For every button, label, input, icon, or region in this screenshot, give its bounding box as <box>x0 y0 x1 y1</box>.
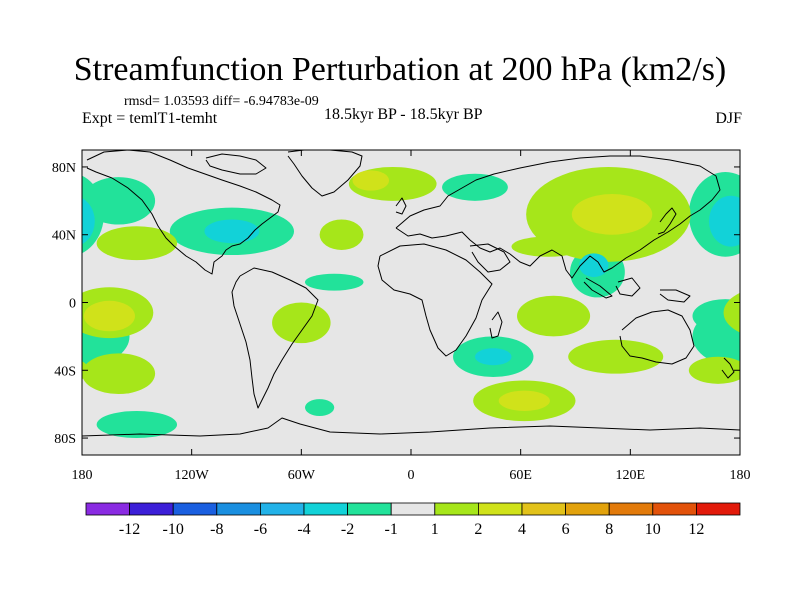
anomaly-patch-13 <box>304 273 364 291</box>
coastline-north-america <box>86 150 281 275</box>
colorbar-swatch-7 <box>390 502 436 516</box>
season-label: DJF <box>715 110 742 127</box>
x-tick-label-3: 0 <box>408 468 415 483</box>
colorbar-swatch-11 <box>565 502 610 516</box>
coastline-arabia <box>469 243 511 273</box>
colorbar-swatch-3 <box>216 502 261 516</box>
anomaly-patch-2 <box>442 173 508 201</box>
anomaly-patch-22 <box>474 348 512 366</box>
colorbar-swatch-8 <box>434 502 479 516</box>
experiment-label: Expt = temlT1-temht <box>82 110 218 127</box>
chart-title: Streamfunction Perturbation at 200 hPa (… <box>73 51 727 88</box>
anomaly-patch-18 <box>83 300 136 332</box>
coastline-borneo <box>615 277 641 297</box>
x-tick-label-1: 120W <box>175 468 210 483</box>
colorbar-swatch-10 <box>521 502 566 516</box>
colorbar-label-7: 1 <box>431 521 439 538</box>
anomaly-patch-27 <box>96 410 178 439</box>
colorbar-label-3: -6 <box>254 521 267 538</box>
colorbar-swatch-6 <box>347 502 392 516</box>
colorbar-label-5: -2 <box>341 521 354 538</box>
colorbar-label-2: -8 <box>210 521 223 538</box>
colorbar-label-8: 2 <box>474 521 482 538</box>
y-tick-label-3: 40S <box>54 364 76 379</box>
coastline-uk <box>395 197 407 215</box>
anomaly-layer <box>82 166 800 439</box>
y-tick-label-2: 0 <box>69 297 76 312</box>
coastline-greenland <box>287 150 363 197</box>
x-tick-label-6: 180 <box>730 468 751 483</box>
y-tick-label-4: 80S <box>54 432 76 447</box>
colorbar-swatch-2 <box>172 502 218 516</box>
coastline-new-zealand <box>721 357 735 379</box>
colorbar-swatch-14 <box>696 502 741 516</box>
colorbar-label-1: -10 <box>163 521 184 538</box>
x-tick-label-2: 60W <box>288 468 316 483</box>
coastline-arctic-islands <box>205 153 267 175</box>
colorbar-label-11: 8 <box>605 521 613 538</box>
anomaly-patch-12 <box>319 219 364 250</box>
anomaly-patch-28 <box>304 399 335 417</box>
anomaly-patch-7 <box>82 198 95 245</box>
colorbar-swatch-4 <box>259 502 305 516</box>
coastline-south-america <box>231 267 319 409</box>
anomaly-patch-24 <box>82 353 156 394</box>
colorbar-label-4: -4 <box>297 521 310 538</box>
coastline-layer <box>82 150 740 437</box>
coastline-eurasia <box>395 155 721 279</box>
x-tick-label-4: 60E <box>509 468 532 483</box>
anomaly-patch-7 <box>708 195 740 247</box>
coastline-madagascar <box>489 311 503 339</box>
anomaly-patch-16 <box>517 295 591 337</box>
colorbar: -12 -10 -8 -6 -4 -2 -1 1 2 4 6 8 10 12 <box>85 502 741 538</box>
anomaly-patch-24 <box>740 353 800 394</box>
anomaly-patch-11 <box>204 219 260 244</box>
anomaly-patch-9 <box>96 226 178 261</box>
x-tick-label-5: 120E <box>616 468 646 483</box>
y-tick-label-0: 80N <box>52 161 76 176</box>
axis-ticks: 180 120W 60W 0 60E 120E 180 80N 40N 0 40S 80S <box>52 150 751 483</box>
anomaly-patch-1 <box>352 170 390 191</box>
colorbar-swatch-9 <box>477 502 523 516</box>
colorbar-swatch-0 <box>85 502 130 516</box>
stats-label: rmsd= 1.03593 diff= -6.94783e-09 <box>124 94 319 109</box>
colorbar-label-6: -1 <box>385 521 398 538</box>
colorbar-label-0: -12 <box>119 521 140 538</box>
colorbar-label-12: 10 <box>645 521 661 538</box>
coastline-new-guinea <box>659 289 691 303</box>
x-tick-label-0: 180 <box>72 468 93 483</box>
anomaly-patch-8 <box>82 177 156 225</box>
coastline-africa <box>377 243 493 357</box>
colorbar-label-9: 4 <box>518 521 526 538</box>
coastline-antarctica <box>82 417 740 437</box>
anomaly-patch-15 <box>579 253 609 278</box>
period-label: 18.5kyr BP - 18.5kyr BP <box>324 106 483 123</box>
coastline-japan <box>657 207 677 235</box>
colorbar-swatch-13 <box>652 502 697 516</box>
anomaly-patch-23 <box>568 339 664 374</box>
colorbar-label-10: 6 <box>562 521 570 538</box>
coastline-australia <box>619 309 695 365</box>
anomaly-patch-4 <box>571 194 653 235</box>
anomaly-patch-20 <box>272 302 331 344</box>
anomaly-patch-8 <box>740 177 800 224</box>
coastline-sumatra <box>583 277 613 299</box>
anomaly-patch-26 <box>498 390 550 411</box>
colorbar-swatch-1 <box>129 502 174 516</box>
colorbar-swatch-12 <box>608 502 654 516</box>
colorbar-label-13: 12 <box>688 521 704 538</box>
anomaly-patch-5 <box>511 236 585 257</box>
colorbar-swatch-5 <box>303 502 348 516</box>
y-tick-label-1: 40N <box>52 229 76 244</box>
